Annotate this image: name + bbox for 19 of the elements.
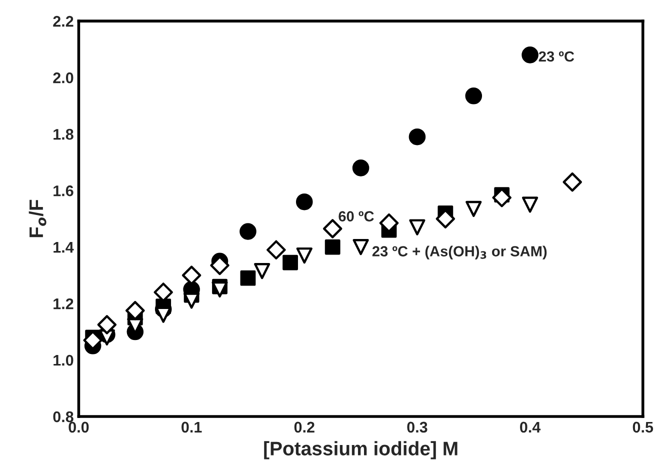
- y-tick-label: 2.0: [53, 72, 74, 84]
- y-tick-label: 2.2: [53, 16, 74, 27]
- x-tick-label: 0.3: [407, 422, 428, 433]
- y-tick-label: 1.4: [54, 242, 74, 253]
- x-tick-label: 0.5: [632, 422, 654, 433]
- x-tick-label: 0.1: [182, 422, 202, 433]
- y-tick-label: 0.8: [53, 411, 74, 422]
- annotation: 23 ºC + (As(OH)$_{3}$ or SAM): [372, 246, 547, 260]
- y-tick-label: 1.6: [54, 185, 74, 196]
- x-tick-label: 0.4: [520, 422, 541, 433]
- x-tick-label: 0.2: [294, 422, 314, 433]
- y-tick-label: 1.2: [54, 298, 74, 310]
- annotation: 23 ºC: [538, 51, 574, 62]
- x-axis-title: [Potassium iodide] M: [264, 441, 458, 460]
- y-tick-label: 1.0: [54, 354, 74, 366]
- y-tick-label: 1.8: [54, 128, 74, 140]
- y-axis-title: F$_{o}$/F: [28, 200, 46, 238]
- annotation: 60 ºC: [338, 211, 374, 222]
- x-tick-label: 0.0: [68, 422, 89, 433]
